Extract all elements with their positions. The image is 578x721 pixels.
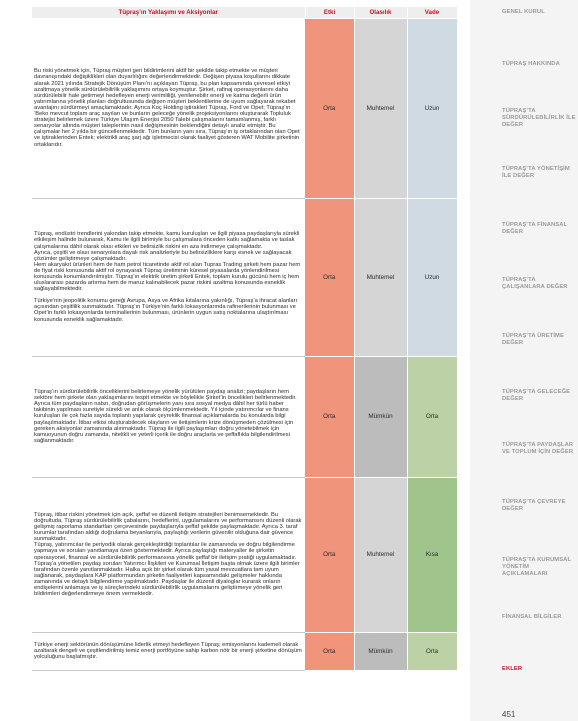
table-row: Tüpraş, endüstri trendlerini yakından ta… [32, 197, 458, 357]
approach-paragraph: Ayrıca, çeşitli ve olası senaryolara day… [34, 249, 292, 262]
sidebar-item[interactable]: TÜPRAŞ’TA SÜRDÜRÜLEBİLİRLİK İLE DEĞER [502, 108, 576, 128]
approach-cell: Türkiye enerji sektörünün dönüşümüne lid… [32, 631, 305, 671]
page-number: 451 [502, 710, 516, 719]
sidebar-item[interactable]: TÜPRAŞ’TA PAYDAŞLAR VE TOPLUM İÇİN DEĞER [502, 442, 574, 455]
approach-paragraph: Tüpraş’ın sürdürülebilirlik önceliklerin… [34, 389, 297, 444]
approach-paragraph: Hem akaryakıt ürünleri hem de ham petrol… [34, 261, 301, 293]
approach-paragraph: Türkiye’nin jeopolitik konumu gereği Avr… [34, 298, 298, 323]
table-body: Bu riski yönetmek için, Tüpraş müşteri g… [32, 17, 458, 671]
sidebar-item[interactable]: TÜPRAŞ’TA GELECEĞE DEĞER [502, 389, 571, 402]
table-row: Tüpraş, itibar riskini yönetmek için açı… [32, 476, 458, 633]
likelihood-cell: Muhtemel [354, 476, 408, 632]
approach-cell: Tüpraş’ın sürdürülebilirlik önceliklerin… [32, 355, 305, 478]
likelihood-cell: Mümkün [354, 355, 408, 477]
sidebar-item[interactable]: TÜPRAŞ HAKKINDA [502, 61, 560, 67]
term-cell: Kısa [407, 476, 458, 632]
risk-table-container: Tüpraş’ın Yaklaşımı ve Aksiyonlar Etki O… [32, 7, 458, 671]
impact-cell: Orta [305, 355, 355, 477]
approach-cell: Tüpraş, itibar riskini yönetmek için açı… [32, 476, 305, 633]
sidebar-item[interactable]: TÜPRAŞ’TA KURUMSAL YÖNETİM AÇIKLAMALARI [502, 557, 571, 577]
sidebar-item[interactable]: TÜPRAŞ’TA ÇEVREYE DEĞER [502, 499, 566, 512]
table-row: Bu riski yönetmek için, Tüpraş müşteri g… [32, 17, 458, 199]
approach-paragraph: Türkiye enerji sektörünün dönüşümüne lid… [34, 641, 302, 661]
term-cell: Orta [407, 631, 458, 670]
approach-paragraph: Tüpraş, itibar riskini yönetmek için açı… [34, 511, 302, 543]
table-row: Tüpraş’ın sürdürülebilirlik önceliklerin… [32, 355, 458, 478]
likelihood-cell: Muhtemel [354, 17, 408, 198]
sidebar-item[interactable]: EKLER [502, 666, 523, 672]
sidebar-nav: GENEL KURUL TÜPRAŞ HAKKINDA TÜPRAŞ’TA SÜRD… [470, 0, 578, 721]
risk-table: Tüpraş’ın Yaklaşımı ve Aksiyonlar Etki O… [32, 7, 458, 671]
term-cell: Orta [407, 355, 458, 477]
likelihood-cell: Muhtemel [354, 197, 408, 356]
approach-paragraph: Tüpraş, endüstri trendlerini yakından ta… [34, 231, 300, 250]
header-impact: Etki [305, 7, 355, 18]
table-row: Türkiye enerji sektörünün dönüşümüne lid… [32, 631, 458, 671]
impact-cell: Orta [305, 197, 355, 356]
sidebar-item[interactable]: TÜPRAŞ’TA ÜRETİME DEĞER [502, 333, 564, 346]
term-cell: Uzun [407, 197, 458, 356]
table-header-row: Tüpraş’ın Yaklaşımı ve Aksiyonlar Etki O… [32, 7, 458, 18]
approach-cell: Bu riski yönetmek için, Tüpraş müşteri g… [32, 17, 305, 199]
header-approach: Tüpraş’ın Yaklaşımı ve Aksiyonlar [32, 7, 306, 18]
impact-cell: Orta [305, 631, 355, 670]
approach-cell: Tüpraş, endüstri trendlerini yakından ta… [32, 197, 305, 357]
likelihood-cell: Mümkün [354, 631, 408, 670]
impact-cell: Orta [305, 476, 355, 632]
header-term: Vade [407, 7, 458, 18]
header-likelihood: Olasılık [354, 7, 408, 18]
approach-paragraph: Tüpraş, yatırımcılar ile periyodik olara… [34, 542, 300, 598]
term-cell: Uzun [407, 17, 458, 198]
sidebar-item[interactable]: GENEL KURUL [502, 9, 545, 15]
sidebar-item[interactable]: FİNANSAL BİLGİLER [502, 614, 562, 620]
impact-cell: Orta [305, 17, 355, 198]
sidebar-item[interactable]: TÜPRAŞ’TA ÇALIŞANLARA DEĞER [502, 277, 568, 290]
sidebar-item[interactable]: TÜPRAŞ’TA FİNANSAL DEĞER [502, 222, 568, 235]
approach-paragraph: Bu riski yönetmek için, Tüpraş müşteri g… [34, 68, 300, 148]
sidebar-item[interactable]: TÜPRAŞ’TA YÖNETİŞİM İLE DEĞER [502, 166, 570, 179]
